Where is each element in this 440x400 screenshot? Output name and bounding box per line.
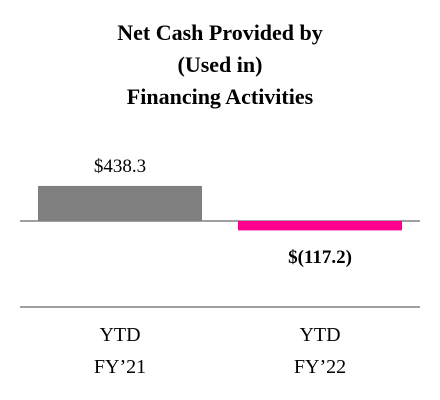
bar bbox=[238, 221, 402, 231]
x-tick-label: YTD FY’22 bbox=[293, 324, 347, 378]
chart-title: Net Cash Provided by (Used in) Financing… bbox=[117, 20, 323, 109]
x-tick-label: YTD FY’21 bbox=[93, 324, 147, 378]
value-label: $(117.2) bbox=[288, 247, 352, 269]
value-label: $438.3 bbox=[93, 155, 147, 177]
bar bbox=[38, 185, 202, 221]
